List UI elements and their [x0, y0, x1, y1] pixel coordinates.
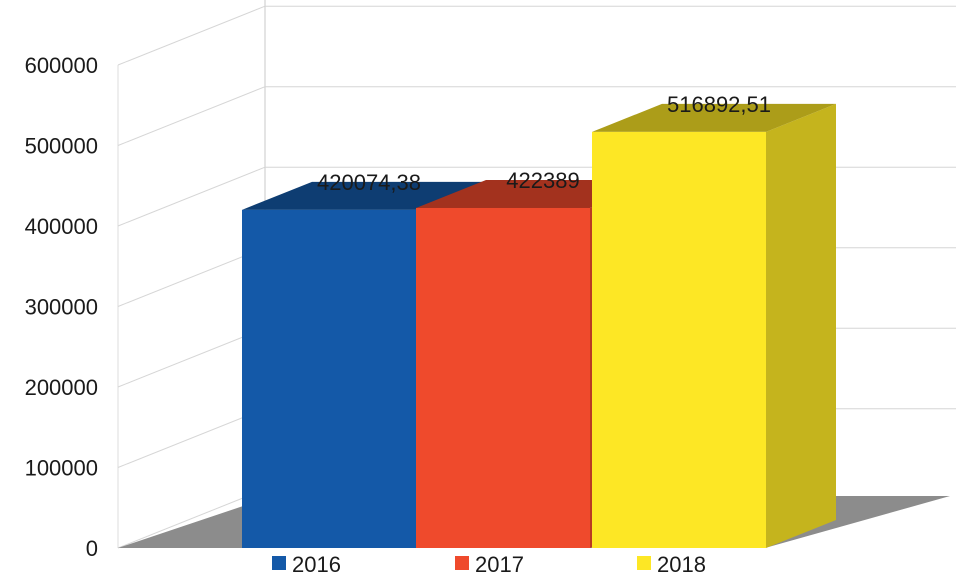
value-label-2016: 420074,38 — [317, 170, 421, 195]
bar-front-face — [416, 207, 590, 548]
y-tick-label: 100000 — [25, 456, 98, 481]
bar-front-face — [592, 131, 766, 548]
legend: 2016 2017 2018 — [272, 552, 706, 575]
legend-label: 2017 — [475, 552, 524, 575]
y-tick-label: 400000 — [25, 214, 98, 239]
gridline-side — [117, 166, 266, 227]
y-tick-label: 500000 — [25, 134, 98, 159]
legend-swatch — [455, 556, 469, 570]
y-tick-label: 300000 — [25, 295, 98, 320]
gridline-side — [117, 5, 266, 66]
gridline-side — [117, 488, 266, 549]
legend-label: 2018 — [657, 552, 706, 575]
y-tick-label: 200000 — [25, 375, 98, 400]
legend-label: 2016 — [292, 552, 341, 575]
legend-swatch — [272, 556, 286, 570]
bar-side-face — [766, 103, 836, 549]
gridline-side — [117, 408, 266, 468]
bar-top-face — [242, 181, 486, 210]
legend-swatch — [637, 556, 651, 570]
value-label-2018: 516892,51 — [667, 92, 771, 117]
gridline-side — [117, 247, 266, 307]
legend-item-2017: 2017 — [455, 552, 524, 575]
bar-front-face — [242, 209, 416, 548]
legend-item-2018: 2018 — [637, 552, 706, 575]
data-labels: 420074,38 422389 516892,51 — [317, 92, 771, 195]
bars — [242, 103, 836, 549]
gridline-side — [117, 327, 266, 388]
bar-2018 — [592, 103, 836, 549]
y-tick-label: 600000 — [25, 53, 98, 78]
bar-top-face — [592, 103, 836, 132]
value-label-2017: 422389 — [506, 168, 579, 193]
legend-item-2016: 2016 — [272, 552, 341, 575]
gridline-side — [117, 86, 266, 146]
y-axis-ticks: 0 100000 200000 300000 400000 500000 600000 — [25, 53, 98, 561]
y-tick-label: 0 — [86, 536, 98, 561]
